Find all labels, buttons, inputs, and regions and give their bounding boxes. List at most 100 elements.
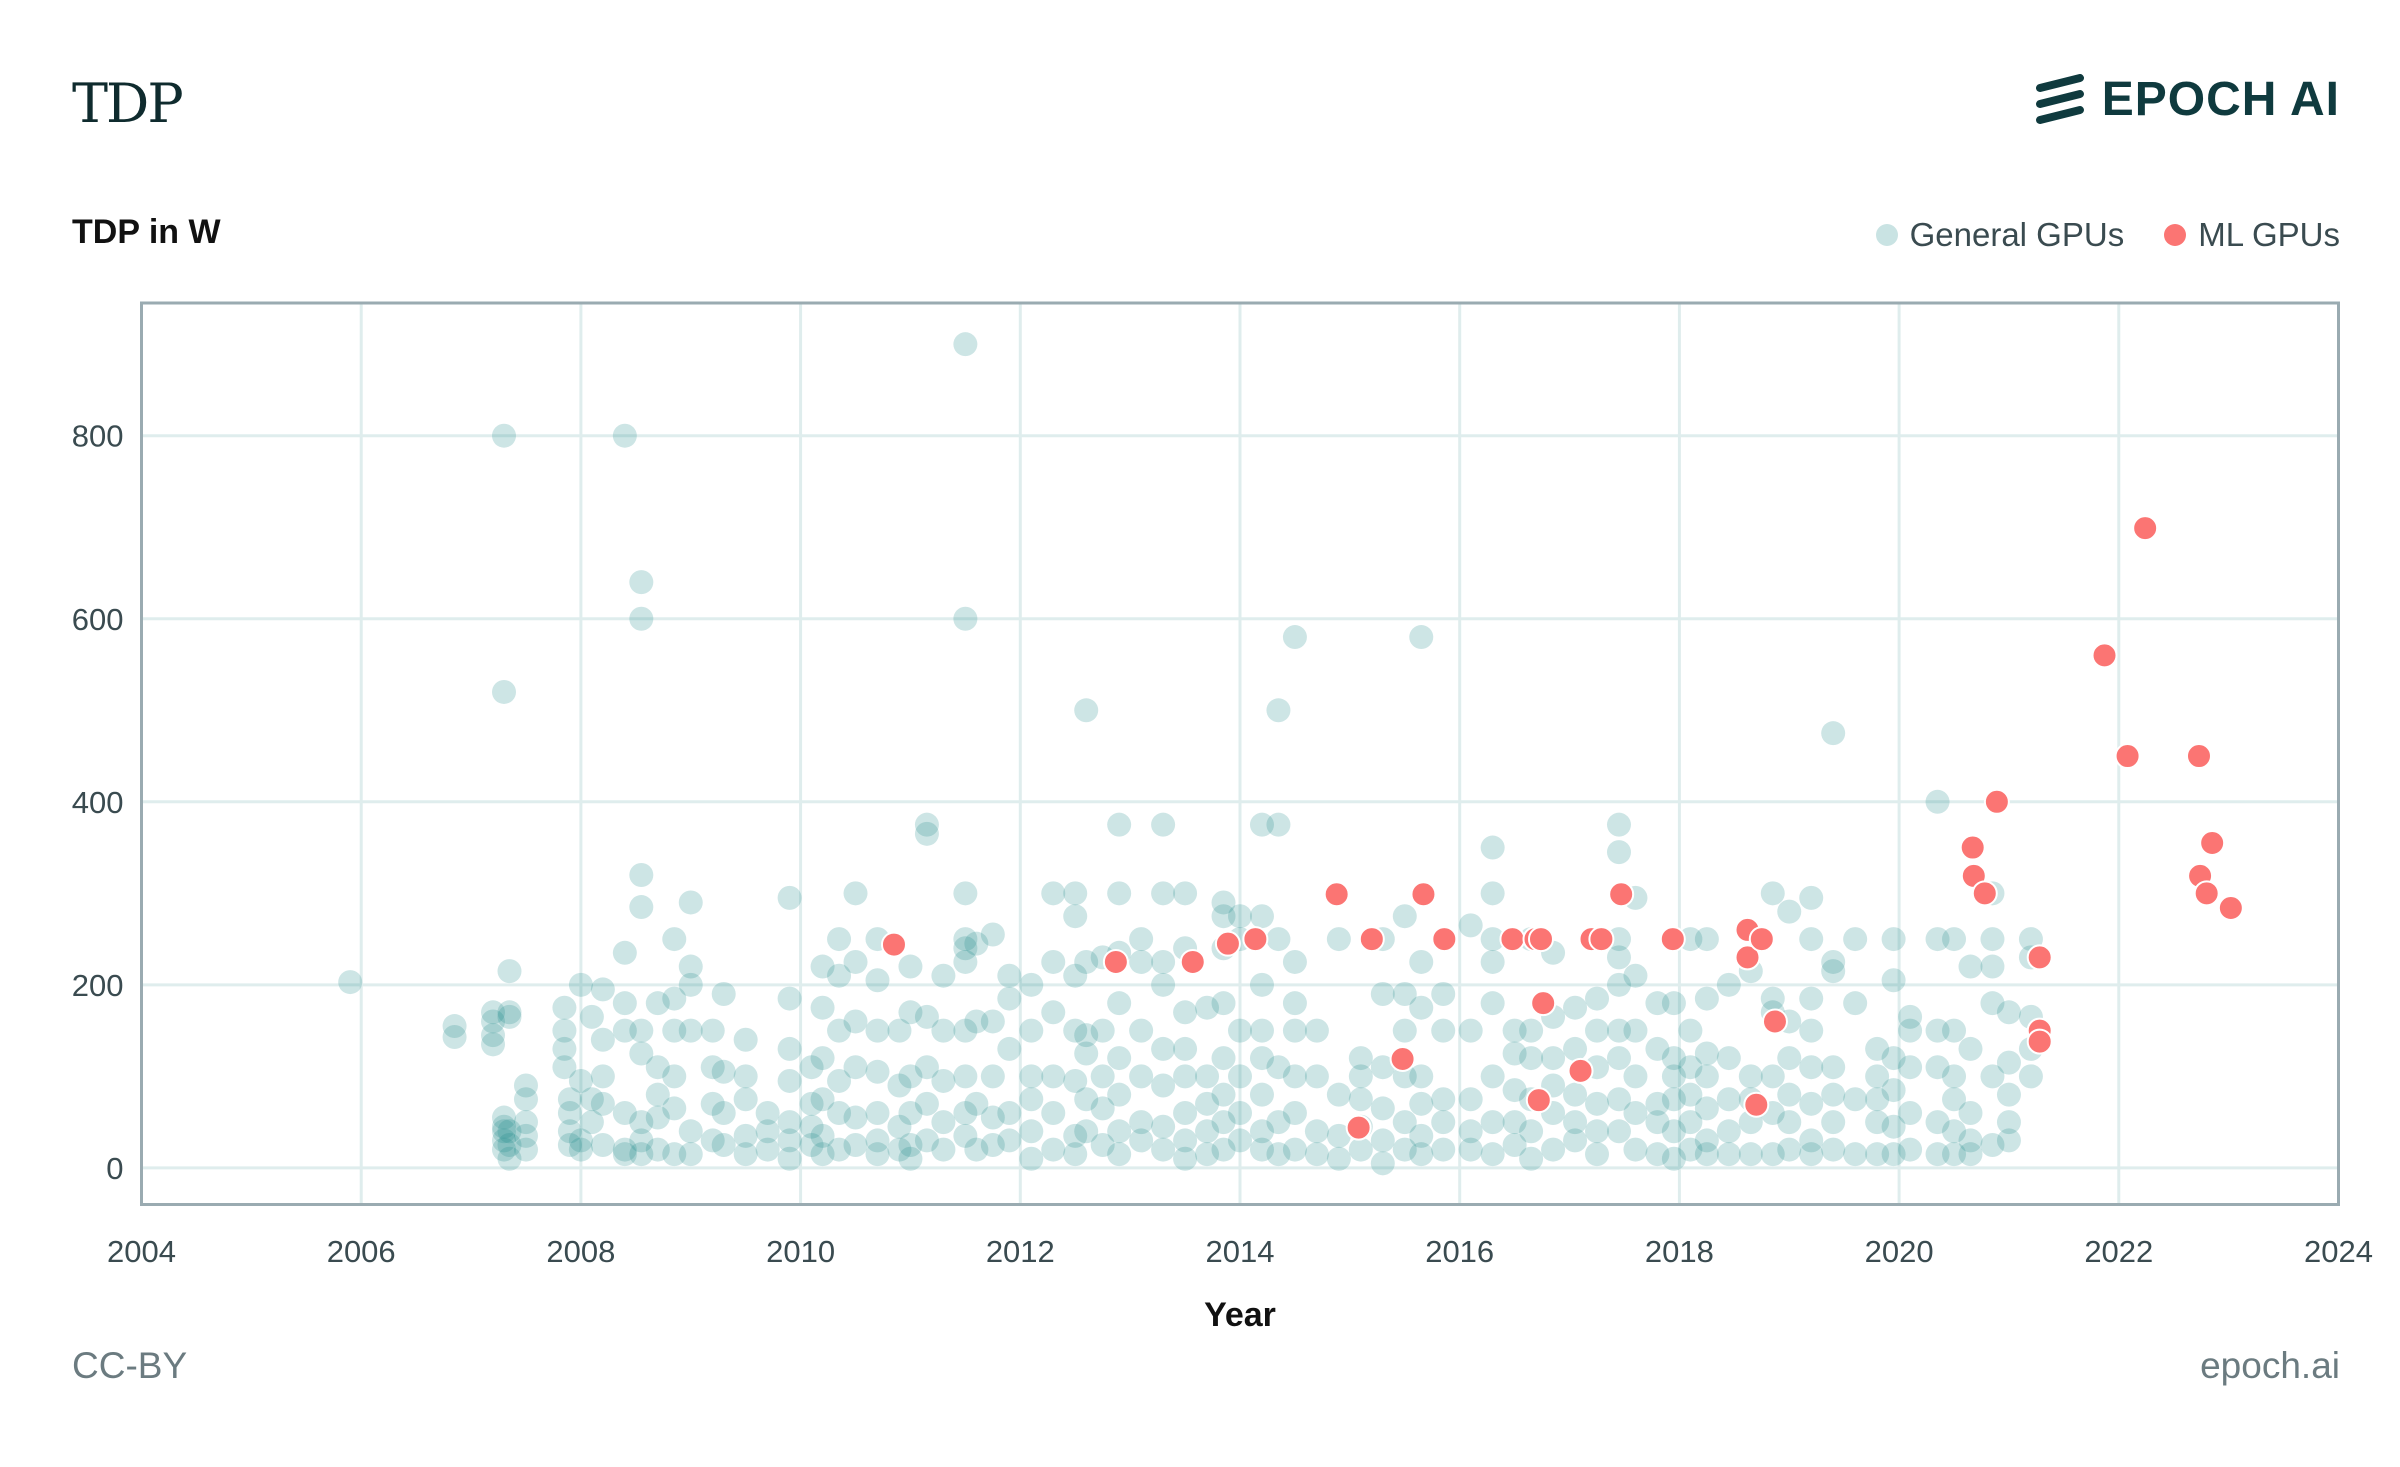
general-gpu-point [1074, 949, 1099, 974]
general-gpu-point [1409, 995, 1434, 1020]
general-gpu-point [810, 1123, 835, 1148]
general-gpus-points [338, 332, 2043, 1176]
general-gpu-point [1282, 1100, 1307, 1125]
general-gpu-point [1777, 1082, 1802, 1107]
general-gpu-point [1661, 1146, 1686, 1171]
general-gpu-point [1019, 1087, 1044, 1112]
general-gpu-point [777, 1110, 802, 1135]
general-gpu-point [612, 423, 637, 448]
general-gpu-point [678, 1018, 703, 1043]
general-gpu-point [1480, 927, 1505, 952]
general-gpu-point [1173, 1000, 1198, 1025]
general-gpu-point [568, 972, 593, 997]
ml-gpu-point [1389, 1045, 1416, 1072]
general-gpu-point [1678, 1055, 1703, 1080]
general-gpu-point [1623, 963, 1648, 988]
ml-gpu-point [1748, 926, 1775, 953]
general-gpu-point [1799, 1091, 1824, 1116]
general-gpu-point [629, 606, 654, 631]
ml-gpu-point [2114, 743, 2141, 770]
general-gpu-point [898, 1133, 923, 1158]
general-gpu-point [733, 1027, 758, 1052]
general-gpu-point [513, 1123, 538, 1148]
general-gpu-point [1228, 904, 1252, 929]
general-gpu-point [700, 1018, 725, 1043]
general-gpu-point [1623, 1137, 1648, 1162]
general-gpu-point [843, 1055, 868, 1080]
general-gpu-point [964, 931, 989, 956]
ml-gpu-point [1588, 926, 1615, 953]
general-gpu-point [1392, 1018, 1417, 1043]
general-gpu-point [799, 1055, 824, 1080]
general-gpu-point [827, 1068, 852, 1093]
general-gpu-point [1980, 1064, 2005, 1089]
general-gpu-point [1694, 1064, 1719, 1089]
general-gpu-point [1348, 1064, 1373, 1089]
general-gpu-point [590, 1133, 615, 1158]
site-link[interactable]: epoch.ai [2200, 1345, 2340, 1386]
general-gpu-point [1151, 1114, 1176, 1139]
ml-gpu-point [2132, 515, 2159, 542]
general-gpu-point [865, 1018, 890, 1043]
general-gpu-point [1249, 1018, 1274, 1043]
general-gpu-point [678, 1142, 703, 1167]
y-tick-label: 0 [106, 1151, 123, 1186]
general-gpu-point [980, 1105, 1005, 1130]
general-gpu-point [1678, 1018, 1703, 1043]
ml-gpu-point [1410, 881, 1437, 908]
x-tick-label: 2024 [2304, 1234, 2373, 1269]
general-gpu-point [1760, 881, 1785, 906]
general-gpu-point [1661, 1119, 1686, 1144]
general-gpu-point [1151, 949, 1176, 974]
general-gpu-point [1228, 1018, 1252, 1043]
general-gpu-point [953, 1018, 978, 1043]
general-gpu-point [1881, 1142, 1906, 1167]
general-gpu-point [1881, 927, 1906, 952]
general-gpu-point [980, 1064, 1005, 1089]
general-gpu-point [980, 1009, 1005, 1034]
ml-gpu-point [1345, 1114, 1372, 1141]
general-gpu-point [1623, 1018, 1648, 1043]
general-gpu-point [865, 1128, 890, 1153]
ml-gpu-point [1214, 930, 1241, 957]
general-gpu-point [1228, 1064, 1252, 1089]
ml-gpu-point [1179, 948, 1206, 975]
general-gpu-point [579, 1004, 604, 1029]
x-tick-label: 2006 [327, 1234, 396, 1269]
general-gpu-point [1760, 1142, 1785, 1167]
general-gpu-point [662, 927, 687, 952]
general-gpu-point [1678, 1082, 1703, 1107]
general-gpu-point [898, 1000, 923, 1025]
general-gpu-point [997, 986, 1022, 1011]
general-gpu-point [1074, 1023, 1099, 1048]
general-gpu-point [1694, 1128, 1719, 1153]
general-gpu-point [552, 1055, 577, 1080]
general-gpu-point [997, 1036, 1022, 1061]
general-gpu-point [1716, 1087, 1741, 1112]
general-gpu-point [1821, 949, 1846, 974]
general-gpu-point [980, 922, 1005, 947]
general-gpu-point [1843, 1087, 1868, 1112]
general-gpu-point [1585, 1142, 1610, 1167]
general-gpu-point [1041, 949, 1066, 974]
general-gpu-point [1799, 986, 1824, 1011]
general-gpu-point [481, 1023, 506, 1048]
ml-gpu-point [1983, 788, 2010, 815]
general-gpu-point [1173, 1064, 1198, 1089]
general-gpu-point [1958, 1100, 1983, 1125]
general-gpu-point [1074, 1041, 1099, 1066]
general-gpu-point [1694, 1096, 1719, 1121]
general-gpu-point [1980, 927, 2005, 952]
general-gpu-point [1606, 1087, 1631, 1112]
x-tick-label: 2004 [107, 1234, 176, 1269]
general-gpu-point [492, 423, 517, 448]
general-gpu-point [1898, 1100, 1923, 1125]
general-gpu-point [700, 1055, 725, 1080]
general-gpu-point [1843, 1142, 1868, 1167]
general-gpu-point [1074, 698, 1099, 723]
general-gpu-point [1865, 1036, 1890, 1061]
general-gpu-point [1645, 991, 1670, 1016]
general-gpu-point [1502, 1110, 1527, 1135]
general-gpu-point [590, 1027, 615, 1052]
general-gpu-point [1431, 1018, 1456, 1043]
